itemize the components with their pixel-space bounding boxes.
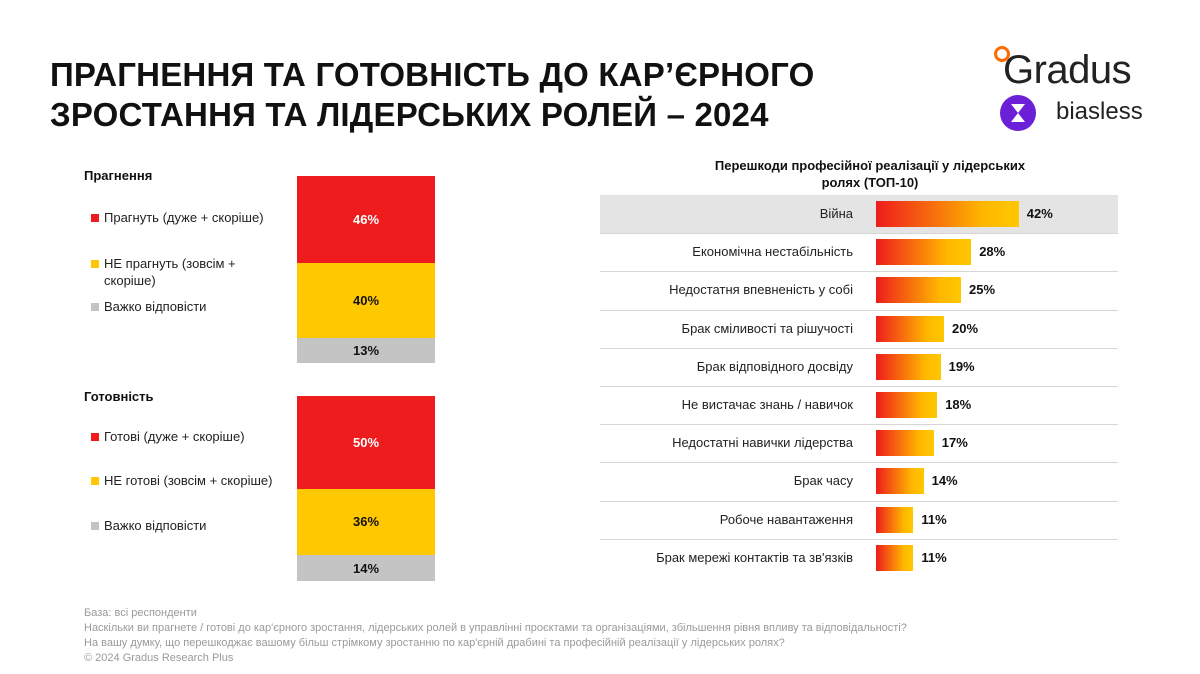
bar [876, 544, 914, 571]
bar-category-label: Брак сміливості та рішучості [681, 320, 853, 336]
page-title: ПРАГНЕННЯ ТА ГОТОВНІСТЬ ДО КАР’ЄРНОГО ЗР… [50, 55, 870, 135]
bar-value-label: 28% [979, 244, 1006, 260]
obstacles-chart-title: Перешкоди професійної реалізації у лідер… [714, 158, 1026, 190]
title-line-2: ЗРОСТАННЯ ТА ЛІДЕРСЬКИХ РОЛЕЙ – 2024 [50, 96, 769, 133]
row-separator [600, 309, 1118, 311]
bar [876, 239, 972, 266]
row-separator [600, 500, 1118, 502]
bar [876, 468, 924, 495]
aspiration-stacked-bar: 46% 40% 13% [297, 176, 435, 363]
aspiration-section-label: Прагнення [84, 168, 153, 183]
legend-label: Важко відповісти [104, 299, 207, 314]
legend-swatch-yellow [91, 477, 99, 485]
footer-copyright: © 2024 Gradus Research Plus [84, 652, 234, 664]
bar-value-label: 11% [921, 549, 947, 565]
bar-value-label: 25% [969, 282, 996, 298]
biasless-logo-icon [1000, 95, 1036, 131]
footer-question-1: Наскільки ви прагнете / готові до кар'єр… [84, 622, 907, 634]
legend-label: НЕ готові (зовсім + скоріше) [104, 473, 273, 488]
bar-category-label: Брак часу [793, 473, 853, 489]
readiness-stacked-bar: 50% 36% 14% [297, 396, 435, 581]
bar [876, 353, 941, 380]
row-separator [600, 386, 1118, 387]
legend-label: Прагнуть (дуже + скоріше) [104, 210, 264, 225]
row-separator [600, 347, 1118, 349]
bar-category-label: Робоче навантаження [719, 511, 853, 527]
stacked-segment-label: 50% [352, 434, 380, 450]
stacked-segment-label: 46% [352, 211, 380, 227]
bar [876, 506, 914, 533]
stacked-segment: 46% [297, 176, 435, 263]
stacked-segment: 40% [297, 262, 435, 339]
readiness-legend-item: Готові (дуже + скоріше) [91, 428, 279, 445]
biasless-logo-text: biasless [1056, 98, 1143, 125]
bar-category-label: Не вистачає знань / навичок [681, 397, 853, 412]
bar-value-label: 17% [941, 435, 968, 451]
stacked-segment: 13% [297, 338, 435, 363]
row-separator [600, 538, 1118, 540]
footer: База: всі респонденти Наскільки ви прагн… [84, 606, 907, 666]
stacked-segment-label: 14% [352, 560, 380, 576]
bar [876, 315, 944, 342]
bar [876, 392, 938, 418]
gradus-logo-text: Gradus [1003, 48, 1132, 92]
legend-swatch-red [91, 433, 99, 441]
stacked-segment: 36% [297, 488, 435, 556]
stacked-segment-label: 13% [352, 343, 380, 359]
title-line-1: ПРАГНЕННЯ ТА ГОТОВНІСТЬ ДО КАР’ЄРНОГО [50, 56, 815, 93]
row-separator [600, 271, 1118, 273]
legend-label: Важко відповісти [104, 518, 207, 533]
row-separator [600, 233, 1118, 235]
bar [876, 201, 1019, 227]
bar [876, 430, 934, 457]
bar-category-label: Брак відповідного досвіду [696, 358, 853, 374]
aspiration-legend-item: НЕ прагнуть (зовсім + скоріше) [91, 255, 279, 289]
footer-question-2: На вашу думку, що перешкоджає вашому біл… [84, 637, 785, 649]
legend-swatch-grey [91, 303, 99, 311]
bar-value-label: 11% [921, 511, 947, 527]
bar-category-label: Недостатня впевненість у собі [669, 282, 853, 298]
readiness-legend-item: НЕ готові (зовсім + скоріше) [91, 472, 279, 489]
bar-value-label: 18% [945, 397, 972, 412]
gradus-logo-dot-icon [994, 46, 1010, 62]
bar-value-label: 42% [1026, 206, 1053, 221]
legend-swatch-grey [91, 522, 99, 530]
stacked-segment-label: 36% [352, 514, 380, 530]
bar-value-label: 20% [952, 320, 979, 336]
aspiration-legend-item: Важко відповісти [91, 298, 279, 315]
aspiration-legend-item: Прагнуть (дуже + скоріше) [91, 209, 279, 226]
bar [876, 277, 961, 304]
footer-base: База: всі респонденти [84, 607, 197, 619]
legend-swatch-yellow [91, 260, 99, 268]
stacked-segment-label: 40% [352, 293, 380, 309]
readiness-legend-item: Важко відповісти [91, 517, 279, 534]
bar-category-label: Брак мережі контактів та зв'язків [656, 549, 853, 565]
row-separator [600, 462, 1118, 464]
stacked-segment: 14% [297, 555, 435, 581]
legend-label: Готові (дуже + скоріше) [104, 429, 245, 444]
bar-category-label: Недостатні навички лідерства [672, 435, 853, 451]
bar-category-label: Економічна нестабільність [692, 244, 853, 260]
row-separator [600, 424, 1118, 426]
stacked-segment: 50% [297, 396, 435, 489]
bar-category-label: Війна [819, 206, 853, 221]
legend-swatch-red [91, 214, 99, 222]
highlight-row [600, 195, 1118, 233]
bar-value-label: 14% [931, 473, 958, 489]
bar-value-label: 19% [948, 358, 975, 374]
readiness-section-label: Готовність [84, 389, 154, 404]
legend-label: НЕ прагнуть (зовсім + скоріше) [104, 256, 236, 288]
